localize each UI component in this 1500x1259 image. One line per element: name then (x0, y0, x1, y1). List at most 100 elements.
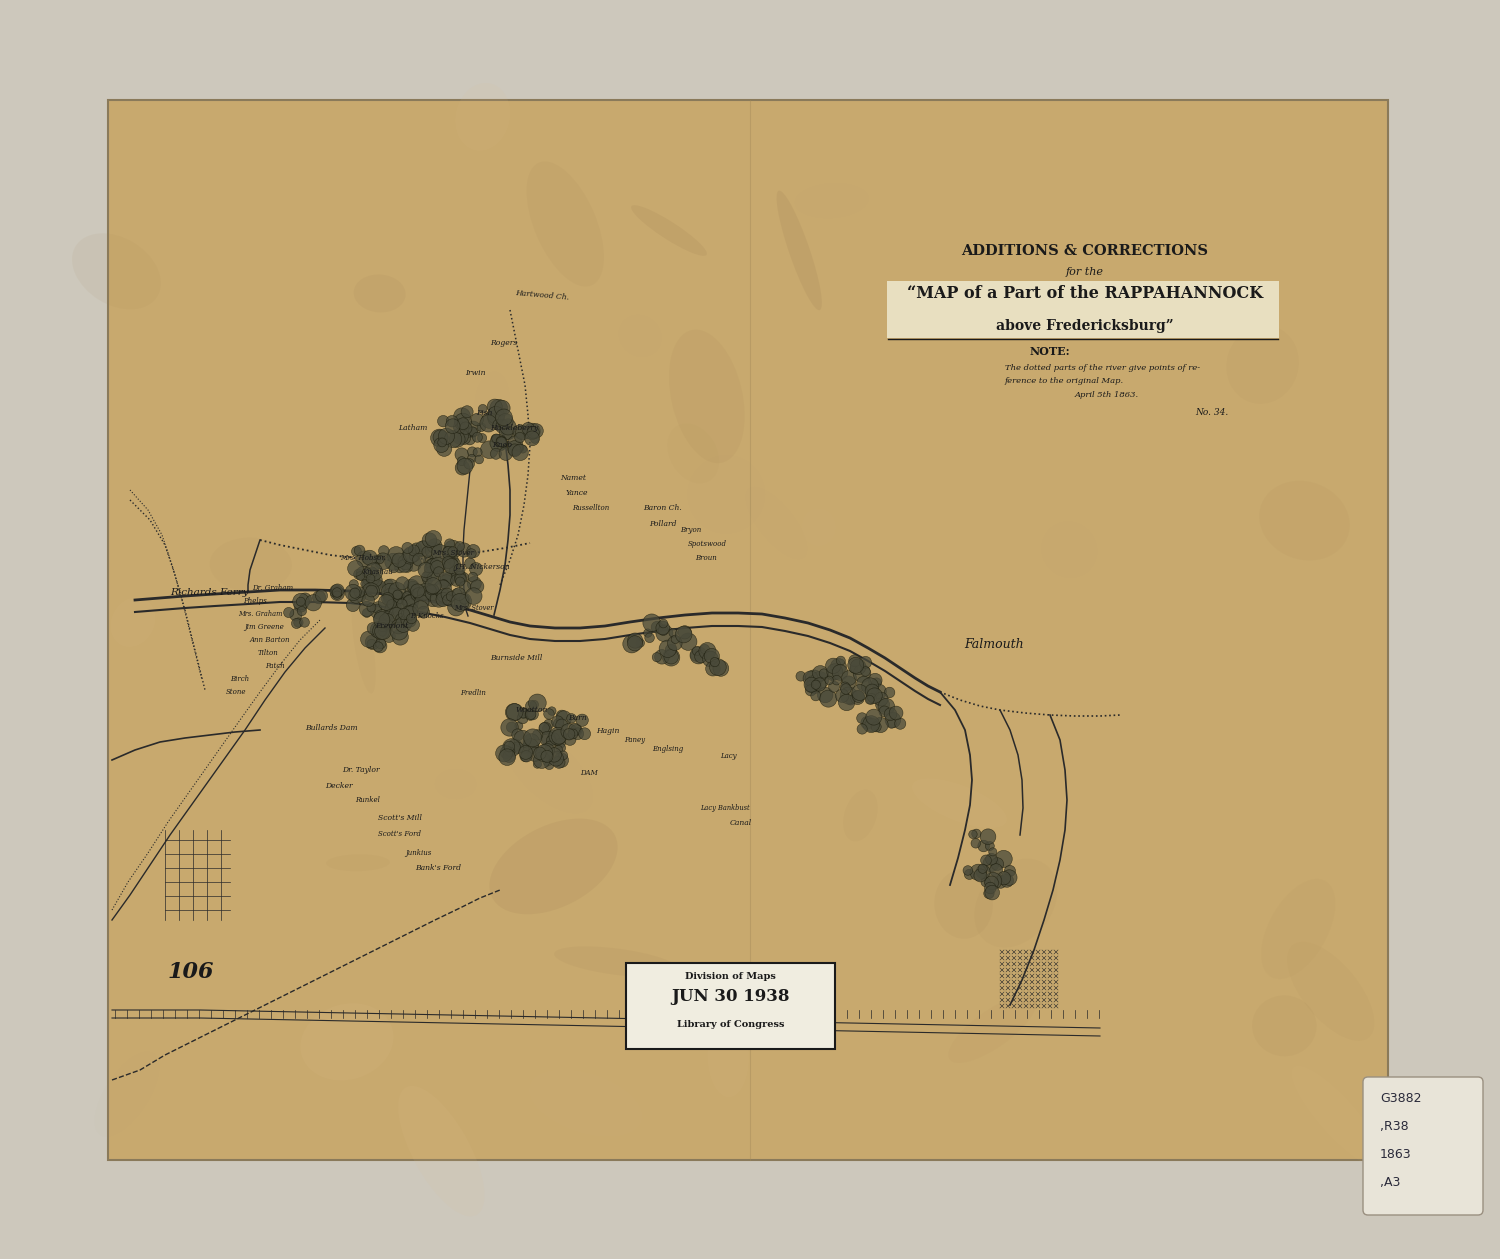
Circle shape (524, 729, 542, 747)
Circle shape (453, 421, 465, 433)
Circle shape (382, 630, 396, 642)
Circle shape (506, 704, 524, 721)
Circle shape (369, 568, 378, 578)
Circle shape (452, 593, 470, 612)
Circle shape (472, 448, 482, 457)
Text: The dotted parts of the river give points of re-: The dotted parts of the river give point… (1005, 364, 1200, 371)
Circle shape (524, 429, 532, 438)
Text: Phelps: Phelps (243, 597, 267, 606)
Circle shape (839, 694, 855, 710)
Text: Spotswood: Spotswood (688, 540, 728, 548)
Circle shape (500, 747, 513, 758)
Circle shape (656, 624, 674, 642)
Circle shape (644, 630, 652, 637)
Circle shape (462, 428, 472, 438)
Circle shape (988, 847, 998, 856)
Text: Knob: Knob (492, 441, 512, 449)
Circle shape (498, 413, 513, 429)
Circle shape (514, 730, 531, 748)
Circle shape (884, 708, 897, 720)
Circle shape (871, 677, 882, 687)
Text: April 5th 1863.: April 5th 1863. (1076, 392, 1138, 399)
Circle shape (284, 607, 294, 618)
Ellipse shape (1258, 481, 1350, 560)
Circle shape (430, 560, 444, 574)
Ellipse shape (1287, 942, 1374, 1041)
Circle shape (291, 618, 302, 628)
Circle shape (519, 744, 530, 754)
Circle shape (806, 670, 824, 687)
Circle shape (986, 841, 994, 851)
Circle shape (576, 714, 588, 726)
Text: Tilton: Tilton (258, 648, 279, 657)
Circle shape (356, 592, 366, 602)
Circle shape (429, 584, 438, 594)
Circle shape (518, 713, 528, 724)
Circle shape (374, 642, 382, 652)
Circle shape (840, 682, 850, 692)
Ellipse shape (1292, 1066, 1384, 1167)
Circle shape (984, 876, 999, 890)
Circle shape (356, 572, 364, 580)
Circle shape (654, 650, 669, 663)
Circle shape (433, 429, 447, 444)
Text: Richards Ferry: Richards Ferry (170, 588, 249, 597)
Circle shape (447, 554, 459, 565)
Circle shape (362, 568, 380, 587)
Circle shape (876, 697, 890, 711)
FancyBboxPatch shape (886, 281, 1280, 315)
Circle shape (436, 593, 450, 607)
Circle shape (419, 583, 435, 599)
Circle shape (400, 612, 417, 627)
Circle shape (859, 656, 871, 669)
Text: for the: for the (1066, 267, 1104, 277)
Text: Burnside Mill: Burnside Mill (490, 653, 543, 662)
Circle shape (452, 589, 462, 599)
Circle shape (702, 651, 718, 667)
Circle shape (520, 750, 532, 762)
Circle shape (873, 718, 888, 733)
Circle shape (390, 622, 408, 640)
Circle shape (426, 559, 441, 574)
Circle shape (413, 553, 426, 567)
Ellipse shape (351, 593, 375, 694)
Circle shape (387, 588, 404, 606)
Circle shape (471, 413, 483, 426)
Circle shape (651, 621, 663, 633)
Circle shape (292, 593, 309, 609)
Ellipse shape (912, 778, 1007, 828)
Circle shape (375, 553, 392, 569)
Circle shape (366, 578, 381, 593)
Circle shape (387, 546, 405, 564)
Circle shape (456, 574, 465, 584)
Circle shape (424, 585, 439, 601)
Circle shape (440, 579, 448, 588)
Circle shape (520, 750, 531, 762)
Circle shape (406, 555, 422, 572)
Circle shape (450, 558, 460, 568)
Circle shape (442, 572, 456, 585)
Circle shape (825, 676, 834, 685)
Text: NOTE:: NOTE: (1030, 346, 1071, 358)
Ellipse shape (354, 274, 405, 312)
FancyBboxPatch shape (1364, 1076, 1484, 1215)
Circle shape (861, 677, 879, 695)
Circle shape (694, 651, 706, 662)
Circle shape (868, 674, 882, 687)
Circle shape (498, 437, 507, 447)
Circle shape (424, 530, 441, 546)
Ellipse shape (456, 83, 510, 151)
Circle shape (564, 733, 576, 745)
Circle shape (992, 857, 1004, 870)
Circle shape (852, 685, 868, 700)
Circle shape (424, 588, 433, 597)
Circle shape (861, 667, 870, 676)
Circle shape (300, 617, 309, 627)
Circle shape (807, 679, 822, 694)
Circle shape (982, 856, 999, 871)
Circle shape (312, 590, 326, 604)
Text: Fremont: Fremont (375, 622, 408, 630)
Circle shape (392, 619, 406, 635)
Circle shape (885, 687, 896, 697)
Circle shape (842, 676, 855, 690)
